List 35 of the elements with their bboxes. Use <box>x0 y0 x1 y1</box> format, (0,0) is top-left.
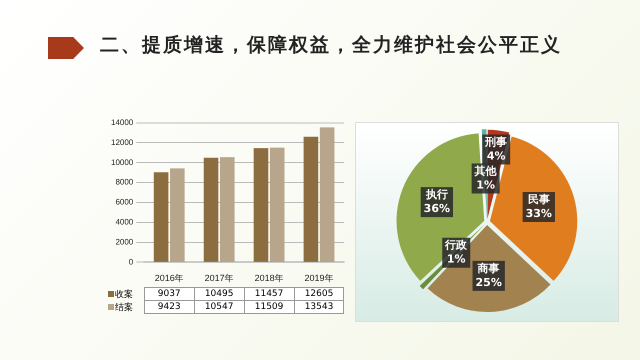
y-tick-label: 10000 <box>110 158 134 167</box>
data-label: 25% <box>476 276 502 289</box>
data-label: 10495 <box>194 288 244 300</box>
data-label: 11457 <box>244 288 294 300</box>
data-label: 12605 <box>294 288 344 300</box>
data-label: 11509 <box>244 300 294 314</box>
y-tick-label: 8000 <box>115 178 134 187</box>
data-label: 4% <box>486 149 506 162</box>
data-label: 1% <box>446 252 466 266</box>
x-tick-label: 2016年 <box>154 273 184 284</box>
y-tick-label: 12000 <box>110 138 134 147</box>
data-label: 1% <box>476 178 495 192</box>
chart-title: 二、提质增速，保障权益，全力维护社会公平正义 <box>100 33 562 58</box>
slice-label: 行政 <box>444 238 468 252</box>
slice-label: 商事 <box>476 262 500 275</box>
y-tick-label: 0 <box>128 257 134 266</box>
legend-label: 结案 <box>114 301 134 314</box>
data-label: 9037 <box>144 288 194 300</box>
y-tick-label: 14000 <box>110 118 134 128</box>
slice-label: 刑事 <box>484 135 508 148</box>
data-label: 13543 <box>294 300 344 314</box>
data-label: 33% <box>526 206 552 220</box>
x-tick-label: 2018年 <box>254 273 284 284</box>
slice-label: 民事 <box>528 192 550 206</box>
data-label: 10547 <box>194 300 244 314</box>
slice-label: 执行 <box>424 188 448 202</box>
y-tick-label: 6000 <box>115 198 134 207</box>
legend-label: 收案 <box>114 288 134 300</box>
data-label: 36% <box>424 202 450 216</box>
x-tick-label: 2019年 <box>304 273 334 284</box>
y-tick-label: 4000 <box>115 218 134 227</box>
y-tick-label: 2000 <box>115 237 134 246</box>
x-tick-label: 2017年 <box>204 273 234 284</box>
data-label: 9423 <box>144 300 194 314</box>
slice-label: 其他 <box>474 164 498 178</box>
